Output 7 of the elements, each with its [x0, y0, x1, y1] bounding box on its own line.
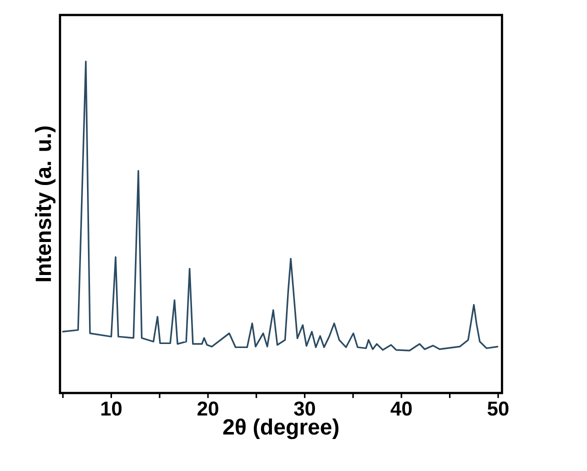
x-tick-label: 50 [488, 402, 508, 416]
x-tick-label: 20 [198, 402, 218, 416]
x-tick-label: 40 [390, 402, 412, 416]
y-axis-title: Intensity (a. u.) [34, 126, 56, 282]
x-tick-label: 10 [101, 402, 122, 416]
x-tick-label: 30 [294, 402, 315, 416]
x-axis-title: 2θ (degree) [223, 418, 338, 440]
